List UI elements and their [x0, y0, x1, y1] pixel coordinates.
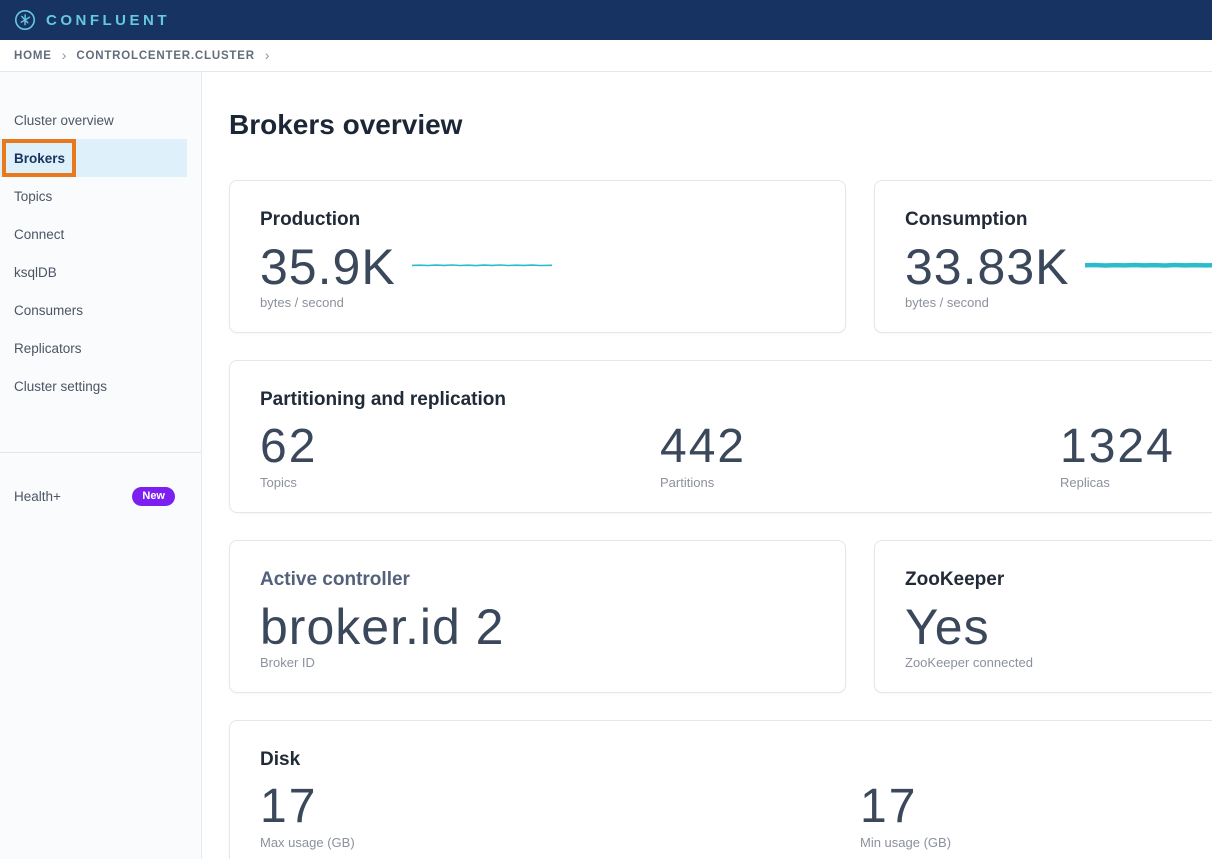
replicas-label: Replicas: [1060, 475, 1110, 490]
active-controller-label: Broker ID: [260, 655, 315, 670]
active-controller-title: Active controller: [260, 569, 410, 590]
sidebar-item-brokers[interactable]: Brokers: [0, 139, 187, 177]
sidebar-item-consumers[interactable]: Consumers: [14, 302, 84, 318]
sidebar-item-health-plus[interactable]: Health+ New: [0, 481, 201, 511]
replicas-stat: 1324 Replicas: [1060, 420, 1212, 491]
breadcrumb: HOME › CONTROLCENTER.CLUSTER ›: [0, 40, 1212, 72]
sidebar-item-topics[interactable]: Topics: [14, 188, 53, 204]
zookeeper-value: Yes: [905, 599, 990, 655]
sidebar: Cluster overview Brokers Topics Connect …: [0, 72, 202, 859]
production-card: Production 35.9K bytes / second: [229, 180, 846, 333]
disk-max-stat: 17 Max usage (GB): [260, 780, 860, 851]
new-badge: New: [132, 486, 175, 506]
sidebar-item-cluster-settings[interactable]: Cluster settings: [14, 378, 108, 394]
confluent-spark-icon: [14, 9, 36, 31]
sidebar-item-ksqldb[interactable]: ksqlDB: [14, 264, 57, 280]
zookeeper-label: ZooKeeper connected: [905, 655, 1033, 670]
disk-max-value: 17: [260, 780, 318, 833]
health-plus-label: Health+: [14, 488, 61, 504]
breadcrumb-cluster[interactable]: CONTROLCENTER.CLUSTER: [76, 49, 255, 62]
partitions-label: Partitions: [660, 475, 715, 490]
production-value: 35.9K: [260, 239, 396, 295]
disk-max-label: Max usage (GB): [260, 835, 355, 850]
chevron-right-icon: ›: [61, 46, 67, 63]
partitioning-title: Partitioning and replication: [260, 389, 506, 410]
production-sparkline-chart: [411, 257, 552, 278]
consumption-sparkline-chart: [1085, 257, 1212, 278]
consumption-value: 33.83K: [905, 239, 1070, 295]
breadcrumb-home[interactable]: HOME: [14, 49, 52, 62]
production-title: Production: [260, 209, 361, 230]
confluent-logo[interactable]: CONFLUENT: [14, 9, 170, 31]
sidebar-item-cluster-overview[interactable]: Cluster overview: [14, 112, 114, 128]
disk-min-value: 17: [860, 780, 918, 833]
production-unit: bytes / second: [260, 295, 344, 310]
zookeeper-card: ZooKeeper Yes ZooKeeper connected: [874, 540, 1212, 693]
brand-name: CONFLUENT: [46, 11, 170, 29]
partitions-stat: 442 Partitions: [660, 420, 1060, 491]
partitioning-card: Partitioning and replication 62 Topics 4…: [229, 360, 1212, 513]
consumption-unit: bytes / second: [905, 295, 989, 310]
disk-min-stat: 17 Min usage (GB): [860, 780, 1212, 851]
active-controller-card: Active controller broker.id 2 Broker ID: [229, 540, 846, 693]
topics-label: Topics: [260, 475, 297, 490]
chevron-right-icon: ›: [264, 46, 270, 63]
sidebar-item-connect[interactable]: Connect: [14, 226, 65, 242]
partitions-value: 442: [660, 420, 747, 473]
disk-card: Disk 17 Max usage (GB) 17 Min usage (GB): [229, 720, 1212, 859]
sidebar-divider: [0, 452, 201, 453]
zookeeper-title: ZooKeeper: [905, 569, 1005, 590]
active-controller-value: broker.id 2: [260, 599, 505, 655]
page-title: Brokers overview: [229, 109, 463, 140]
main-content: Brokers overview Production 35.9K bytes …: [202, 72, 1212, 859]
consumption-card: Consumption 33.83K bytes / second: [874, 180, 1212, 333]
disk-title: Disk: [260, 749, 301, 770]
topics-value: 62: [260, 420, 318, 473]
replicas-value: 1324: [1060, 420, 1175, 473]
top-navbar: CONFLUENT: [0, 0, 1212, 40]
consumption-title: Consumption: [905, 209, 1028, 230]
topics-stat: 62 Topics: [260, 420, 660, 491]
disk-min-label: Min usage (GB): [860, 835, 952, 850]
sidebar-item-replicators[interactable]: Replicators: [14, 340, 82, 356]
